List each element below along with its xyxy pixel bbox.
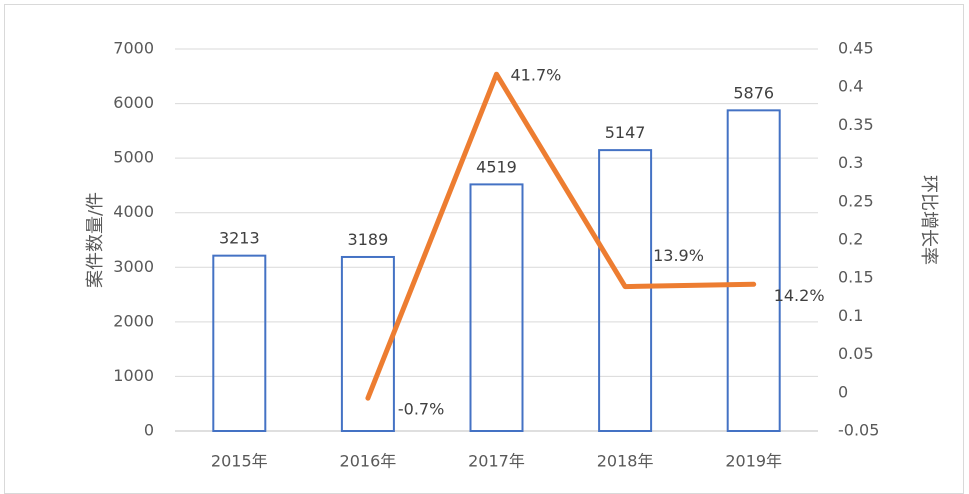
right-axis-title: 环比增长率 <box>918 175 939 265</box>
left-tick-label: 5000 <box>113 148 154 167</box>
bar-data-label: 3213 <box>219 229 260 248</box>
right-tick-label: 0.05 <box>838 344 874 363</box>
right-tick-label: 0.4 <box>838 77 863 96</box>
x-tick-label: 2018年 <box>597 452 654 471</box>
right-tick-label: -0.05 <box>838 421 879 440</box>
chart-frame <box>4 4 964 494</box>
x-tick-label: 2017年 <box>468 452 525 471</box>
bar <box>598 149 653 432</box>
left-axis-title: 案件数量/件 <box>85 192 106 288</box>
right-tick-label: 0.35 <box>838 115 874 134</box>
bar <box>212 254 267 432</box>
line-data-label: 13.9% <box>653 246 704 265</box>
bar-data-label: 5876 <box>733 83 774 102</box>
bar-data-labels: 3213 3189 4519 5147 5876 <box>219 83 774 249</box>
left-tick-label: 0 <box>144 421 154 440</box>
bar-data-label: 5147 <box>605 123 646 142</box>
left-tick-label: 7000 <box>113 39 154 58</box>
left-tick-label: 6000 <box>113 93 154 112</box>
x-tick-label: 2015年 <box>211 452 268 471</box>
x-tick-label: 2019年 <box>725 452 782 471</box>
bar <box>726 109 781 432</box>
right-tick-label: 0.1 <box>838 306 863 325</box>
bar <box>469 183 524 432</box>
right-tick-label: 0.45 <box>838 39 874 58</box>
left-tick-label: 4000 <box>113 202 154 221</box>
growth-rate-line <box>365 71 757 401</box>
line-data-label: 14.2% <box>774 286 825 305</box>
left-tick-label: 1000 <box>113 366 154 385</box>
left-tick-label: 2000 <box>113 311 154 330</box>
bar-data-label: 3189 <box>348 230 389 249</box>
right-axis-ticks: -0.05 0 0.05 0.1 0.15 0.2 0.25 0.3 0.35 0.4 0.45 <box>838 39 879 440</box>
x-tick-label: 2016年 <box>340 452 397 471</box>
bar-series <box>212 109 781 432</box>
right-tick-label: 0.25 <box>838 191 874 210</box>
combo-chart: 0 1000 2000 3000 4000 5000 6000 7000 -0.05 0 0.05… <box>85 39 939 471</box>
right-tick-label: 0.15 <box>838 268 874 287</box>
gridlines <box>175 48 818 432</box>
line-series <box>365 71 757 401</box>
right-tick-label: 0 <box>838 382 848 401</box>
left-axis-ticks: 0 1000 2000 3000 4000 5000 6000 7000 <box>113 39 154 440</box>
line-data-label: 41.7% <box>511 66 562 85</box>
line-data-label: -0.7% <box>398 400 444 419</box>
line-data-labels: -0.7% 41.7% 13.9% 14.2% <box>398 66 825 419</box>
left-tick-label: 3000 <box>113 257 154 276</box>
x-axis-ticks: 2015年 2016年 2017年 2018年 2019年 <box>211 452 782 471</box>
bar-data-label: 4519 <box>476 157 517 176</box>
bar <box>340 255 395 432</box>
right-tick-label: 0.3 <box>838 153 863 172</box>
right-tick-label: 0.2 <box>838 230 863 249</box>
